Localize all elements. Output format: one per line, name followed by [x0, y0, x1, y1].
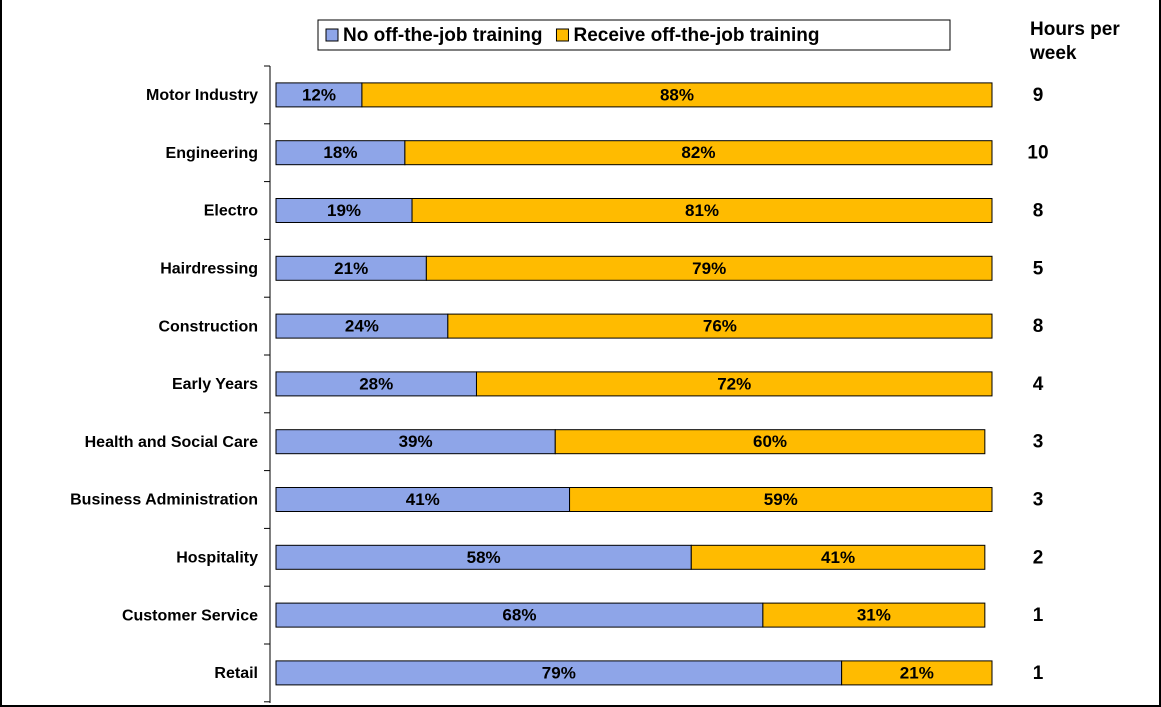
value-label: 82%: [681, 143, 715, 162]
hours-value: 3: [1033, 432, 1044, 453]
bar-segment: [554, 429, 986, 455]
value-label: 24%: [345, 317, 379, 336]
hours-value: 1: [1033, 605, 1044, 626]
y-tick-label: Retail: [214, 665, 258, 682]
hours-value: 8: [1033, 201, 1044, 222]
bar-segment: [275, 660, 843, 686]
bar-segment: [275, 255, 427, 281]
legend-label: Receive off-the-job training: [573, 25, 819, 46]
value-label: 28%: [359, 374, 393, 393]
value-label: 39%: [399, 432, 433, 451]
legend-swatch: [325, 28, 339, 42]
hours-value: 5: [1033, 258, 1044, 279]
y-tick-label: Electro: [204, 203, 258, 220]
bar-segment: [275, 487, 571, 512]
hours-header: Hours per week: [1030, 19, 1120, 64]
value-label: 88%: [660, 85, 694, 104]
value-label: 58%: [467, 548, 501, 567]
bar-segment: [569, 487, 993, 512]
bar-segment: [275, 313, 449, 339]
value-label: 68%: [502, 606, 536, 625]
value-label: 18%: [323, 143, 357, 162]
y-tick-label: Health and Social Care: [85, 434, 258, 451]
bar-segment: [411, 198, 993, 223]
legend-box: [317, 19, 951, 51]
bar-segment: [361, 82, 993, 108]
bar-segment: [275, 544, 692, 570]
y-tick-label: Business Administration: [70, 492, 258, 509]
bar-segment: [841, 660, 993, 686]
y-tick-label: Construction: [158, 318, 258, 335]
hours-value: 10: [1027, 143, 1048, 164]
hours-value: 9: [1033, 85, 1044, 106]
value-label: 79%: [542, 663, 576, 682]
value-label: 72%: [717, 374, 751, 393]
bar-segment: [762, 602, 986, 628]
hours-value: 1: [1033, 663, 1044, 684]
value-label: 41%: [406, 490, 440, 509]
bar-segment: [425, 255, 993, 281]
value-label: 12%: [302, 85, 336, 104]
hours-value: 2: [1033, 547, 1044, 568]
value-label: 41%: [821, 548, 855, 567]
value-label: 60%: [753, 432, 787, 451]
bar-segment: [690, 544, 986, 570]
y-tick-label: Engineering: [166, 145, 258, 162]
value-label: 21%: [334, 259, 368, 278]
value-label: 79%: [692, 259, 726, 278]
bar-segment: [447, 313, 993, 339]
y-tick-label: Hairdressing: [160, 261, 258, 278]
y-tick-label: Motor Industry: [146, 87, 258, 104]
value-label: 31%: [857, 606, 891, 625]
hours-value: 8: [1033, 316, 1044, 337]
bar-segment: [404, 140, 993, 166]
value-label: 21%: [900, 663, 934, 682]
bar-segment: [475, 371, 993, 397]
value-label: 19%: [327, 201, 361, 220]
y-tick-label: Early Years: [172, 376, 258, 393]
bar-segment: [275, 198, 413, 223]
value-label: 59%: [764, 490, 798, 509]
value-label: 81%: [685, 201, 719, 220]
y-tick-label: Hospitality: [176, 550, 258, 567]
value-label: 76%: [703, 317, 737, 336]
legend-swatch: [555, 28, 569, 42]
y-tick-label: Customer Service: [122, 607, 258, 624]
hours-value: 4: [1033, 374, 1044, 395]
hours-value: 3: [1033, 490, 1044, 511]
legend-label: No off-the-job training: [343, 25, 542, 46]
